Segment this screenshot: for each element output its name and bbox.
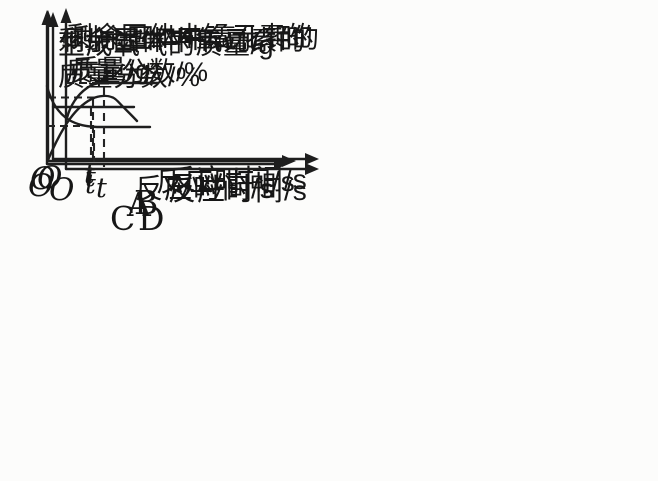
- y-axis-arrow-icon: [41, 10, 53, 25]
- curve-kcl-mass: [65, 81, 160, 120]
- t-tick-label: t: [84, 159, 95, 190]
- origin-label: O: [28, 168, 53, 204]
- x-axis-label: 反应时间/s: [135, 173, 275, 204]
- y-axis-label-line1: 剩余固体中氯化钾的: [72, 24, 320, 54]
- panel-letter: B: [134, 183, 158, 222]
- t-tick-label: t: [85, 162, 96, 193]
- y-axis-label-line1: 剩余固体中锰元素的: [66, 22, 314, 52]
- chart-d-canvas: 剩余固体中氯化钾的 质量/g O t 反应时间/s D: [49, 8, 320, 238]
- y-axis-label-line2: 质量分数/%: [58, 62, 201, 92]
- y-axis-label: 生成氧气的质量/g: [58, 30, 274, 60]
- chart-panel-c: 剩余固体中氧元素的 质量分数/% O t 反应时间/s C: [0, 0, 329, 241]
- origin-label: O: [30, 161, 55, 197]
- chart-panel-d: 剩余固体中氯化钾的 质量/g O t 反应时间/s D: [0, 0, 329, 241]
- y-axis-arrow-icon: [60, 8, 72, 23]
- x-axis-arrow-icon: [305, 153, 319, 165]
- panel-letter: C: [110, 199, 135, 238]
- panel-letter: D: [138, 199, 164, 238]
- y-axis-label-line1: 剩余固体中氧元素的: [58, 26, 306, 56]
- chart-c-canvas: 剩余固体中氧元素的 质量分数/% O t 反应时间/s C: [28, 10, 306, 238]
- x-axis-label: 反应时间/s: [156, 166, 296, 197]
- x-axis-arrow-icon: [274, 158, 288, 170]
- x-axis-label: 反应时间/s: [168, 175, 308, 206]
- y-axis-label-line2: 质量/g: [72, 55, 151, 85]
- x-axis-arrow-icon: [305, 163, 319, 175]
- origin-label: O: [49, 172, 74, 208]
- curve-oxygen-fraction: [45, 84, 152, 129]
- t-tick-label: t: [96, 173, 107, 204]
- t-tick-label: t: [85, 169, 96, 200]
- panel-letter: A: [126, 185, 152, 224]
- origin-label: O: [37, 160, 62, 196]
